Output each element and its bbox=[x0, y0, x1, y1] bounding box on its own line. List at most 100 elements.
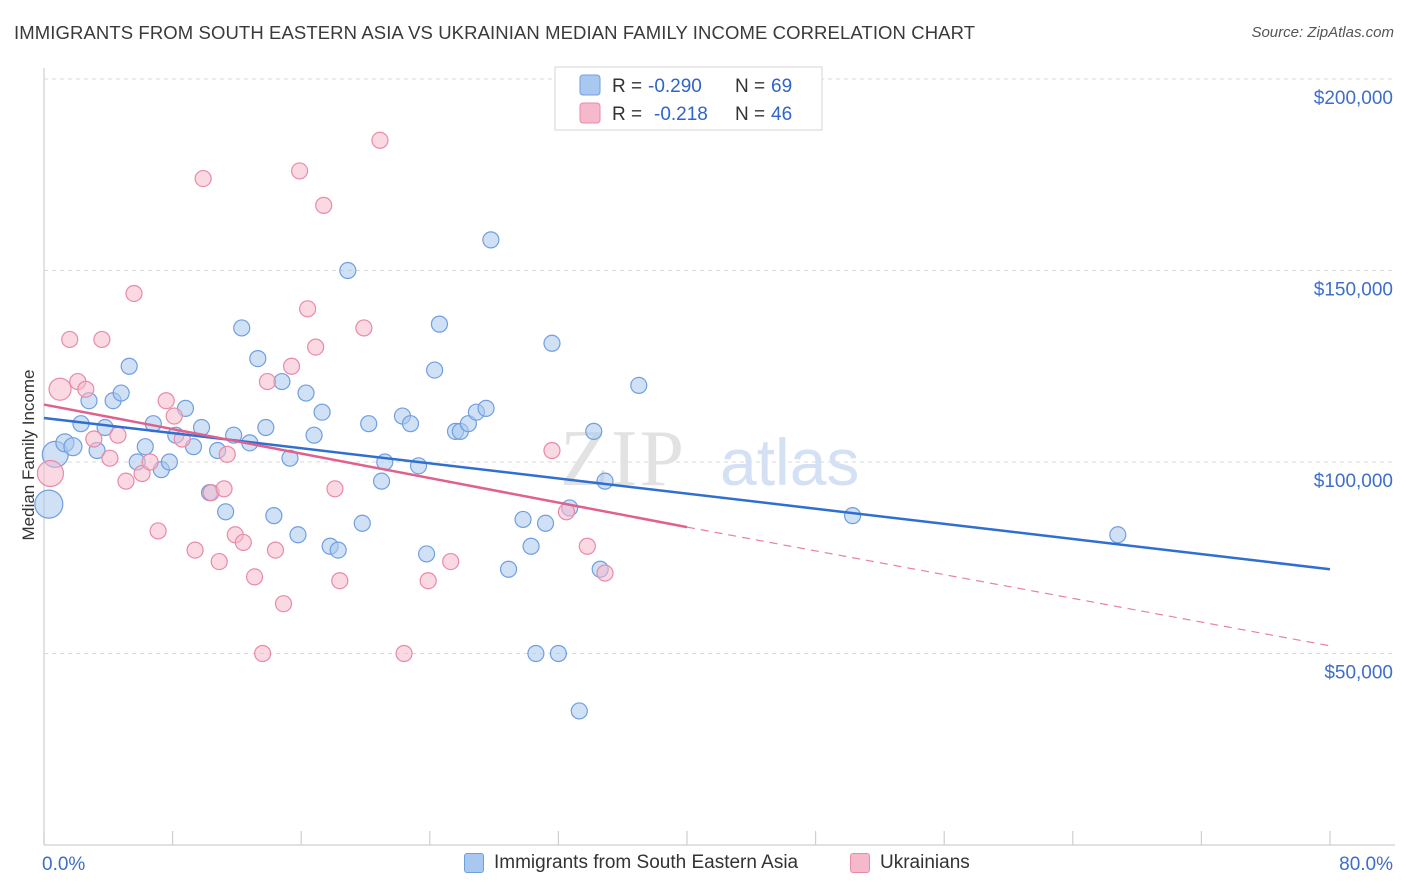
legend-r-value-1: -0.290 bbox=[648, 76, 702, 97]
gridlines bbox=[44, 78, 1395, 654]
trend-lines bbox=[43, 403, 1331, 647]
ukr-point-37 bbox=[371, 131, 389, 149]
legend-n-label-2: N = bbox=[735, 104, 765, 125]
sea-point-22 bbox=[217, 503, 235, 521]
ukr-point-38 bbox=[395, 644, 413, 663]
sea-point-3 bbox=[63, 437, 83, 457]
sea-point-27 bbox=[257, 418, 275, 437]
sea-point-58 bbox=[536, 514, 555, 532]
trend-line-ukr-extension bbox=[686, 526, 1331, 647]
y-tick-label-1: $100,000 bbox=[1314, 471, 1393, 492]
ukr-point-43 bbox=[578, 537, 596, 555]
sea-point-67 bbox=[843, 507, 862, 525]
sea-point-28 bbox=[265, 507, 283, 525]
sea-point-59 bbox=[543, 334, 561, 352]
ukr-point-20 bbox=[210, 552, 228, 571]
ukr-point-14 bbox=[157, 392, 175, 410]
sea-point-39 bbox=[360, 415, 378, 433]
ukr-point-13 bbox=[149, 522, 167, 540]
ukr-point-24 bbox=[245, 568, 264, 586]
sea-point-68 bbox=[1109, 526, 1127, 544]
ukr-point-35 bbox=[331, 572, 349, 590]
sea-point-46 bbox=[426, 361, 444, 379]
sea-point-33 bbox=[305, 426, 323, 444]
sea-point-0 bbox=[34, 489, 64, 519]
sea-point-65 bbox=[596, 472, 614, 490]
bottom-legend: Immigrants from South Eastern Asia Ukrai… bbox=[0, 852, 1406, 878]
sea-point-45 bbox=[417, 545, 436, 563]
legend-swatch-pink bbox=[579, 102, 601, 124]
sea-point-57 bbox=[527, 644, 545, 663]
ukr-point-2 bbox=[61, 330, 79, 349]
x-tick-label-max: 80.0% bbox=[1339, 854, 1393, 875]
ukr-point-28 bbox=[274, 595, 293, 613]
sea-point-62 bbox=[570, 702, 588, 720]
ukr-point-9 bbox=[117, 472, 135, 490]
ukr-point-36 bbox=[355, 319, 373, 337]
ukr-point-41 bbox=[543, 441, 561, 460]
ukr-point-27 bbox=[266, 541, 285, 559]
sea-point-36 bbox=[329, 541, 347, 559]
trend-line-ukr bbox=[43, 403, 688, 529]
ukr-point-29 bbox=[282, 357, 301, 375]
legend-r-label-1: R = bbox=[612, 76, 642, 97]
trend-line-sea bbox=[43, 416, 1331, 571]
y-axis-label: Median Family Income bbox=[19, 369, 38, 540]
ukr-point-17 bbox=[186, 541, 204, 559]
sea-point-34 bbox=[313, 403, 331, 421]
ukr-point-26 bbox=[258, 372, 277, 391]
ukr-point-4 bbox=[77, 380, 95, 398]
x-tick-label-min: 0.0% bbox=[42, 854, 85, 875]
ukr-point-12 bbox=[141, 453, 159, 471]
sea-point-53 bbox=[482, 231, 500, 249]
ukr-point-21 bbox=[218, 445, 236, 463]
ukr-point-23 bbox=[234, 533, 252, 552]
ukr-point-10 bbox=[125, 284, 143, 303]
watermark-atlas: atlas bbox=[720, 425, 859, 499]
series2-label: Ukrainians bbox=[880, 852, 970, 873]
ukr-point-15 bbox=[165, 407, 183, 425]
ukr-point-18 bbox=[194, 169, 212, 188]
sea-point-40 bbox=[372, 472, 391, 490]
sea-point-26 bbox=[249, 349, 267, 368]
legend-n-value-1: 69 bbox=[771, 76, 792, 97]
sea-point-38 bbox=[353, 514, 371, 532]
sea-point-52 bbox=[477, 399, 495, 417]
y-tick-label-2: $150,000 bbox=[1314, 280, 1393, 301]
ukr-point-31 bbox=[299, 300, 317, 318]
legend-n-label-1: N = bbox=[735, 76, 765, 97]
sea-point-55 bbox=[514, 510, 532, 529]
sea-point-56 bbox=[522, 537, 540, 555]
ukr-point-6 bbox=[93, 330, 111, 349]
ukr-point-25 bbox=[254, 644, 272, 663]
sea-point-12 bbox=[136, 438, 154, 456]
sea-point-15 bbox=[160, 453, 178, 471]
sea-point-54 bbox=[499, 560, 518, 578]
series1-label: Immigrants from South Eastern Asia bbox=[494, 852, 799, 873]
sea-point-9 bbox=[112, 384, 130, 402]
watermark-zip: ZIP bbox=[560, 415, 686, 503]
ukr-point-34 bbox=[326, 480, 344, 498]
sea-point-63 bbox=[585, 422, 603, 440]
source-label: Source: ZipAtlas.com bbox=[1251, 24, 1394, 41]
sea-point-43 bbox=[401, 415, 420, 433]
legend-swatch-blue bbox=[579, 74, 601, 96]
ukr-point-33 bbox=[315, 196, 333, 214]
sea-point-24 bbox=[233, 319, 251, 337]
series2-swatch bbox=[850, 853, 870, 873]
sea-point-29 bbox=[273, 372, 291, 391]
ukr-point-30 bbox=[290, 162, 309, 180]
ukr-point-0 bbox=[36, 459, 65, 488]
chart-title: IMMIGRANTS FROM SOUTH EASTERN ASIA VS UK… bbox=[14, 22, 976, 43]
ukr-point-39 bbox=[419, 572, 437, 590]
tick-labels: $50,000 $100,000 $150,000 $200,000 0.0% 80.0% bbox=[42, 88, 1393, 875]
y-tick-label-0: $50,000 bbox=[1324, 663, 1393, 684]
bottom-legend-item-series2: Ukrainians bbox=[850, 852, 970, 874]
series1-swatch bbox=[464, 853, 484, 873]
ukr-point-8 bbox=[109, 426, 127, 444]
sea-point-32 bbox=[297, 384, 315, 402]
watermark: ZIP atlas bbox=[560, 415, 859, 503]
legend-r-label-2: R = bbox=[612, 104, 642, 125]
y-tick-label-3: $200,000 bbox=[1314, 88, 1393, 109]
